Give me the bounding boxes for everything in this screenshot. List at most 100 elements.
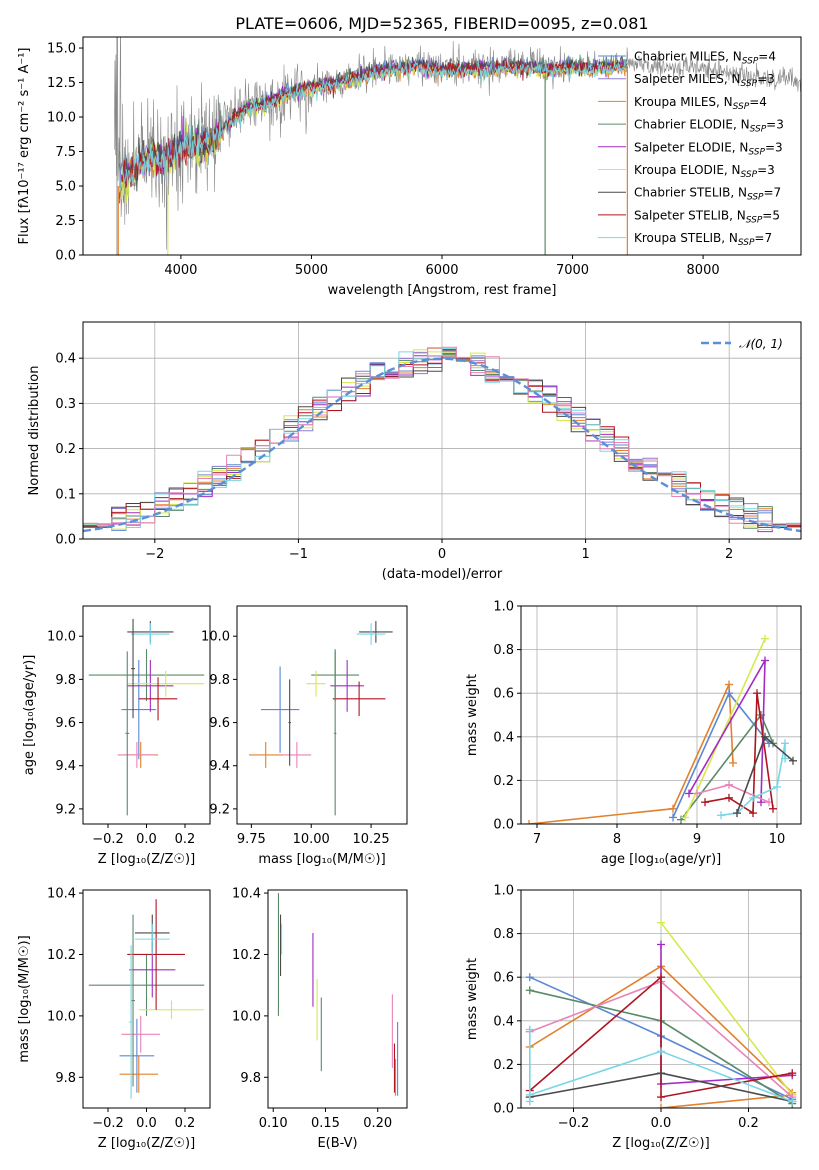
y-tick-label: 9.4 (209, 759, 230, 774)
axes-spectrum: 4000 5000 6000 7000 8000 0.0 2.5 5.0 7.5 10.0 12.5… (17, 14, 802, 298)
y-tick-label: 9.6 (55, 716, 76, 731)
histogram-kroupa-stelib (83, 347, 801, 528)
y-axis-label: Normed distribution (27, 366, 42, 496)
y-tick-label: 0.1 (55, 487, 76, 502)
chart-title: PLATE=0606, MJD=52365, FIBERID=0095, z=0… (235, 14, 648, 33)
x-tick-label: −1 (289, 547, 308, 562)
y-tick-label: 9.8 (55, 1071, 76, 1086)
weight-series (684, 638, 766, 818)
x-tick-label: 0.0 (651, 1116, 672, 1131)
weight-marker (733, 809, 741, 818)
y-axis-label: mass weight (465, 958, 480, 1040)
legend-label: Salpeter ELODIE, NSSP=3 (634, 140, 783, 157)
y-tick-label: 10.4 (232, 887, 261, 902)
x-tick-label: −2 (145, 547, 164, 562)
y-tick-label: 0.3 (55, 397, 76, 412)
error-bar-point (131, 914, 135, 1087)
weight-marker (773, 782, 781, 791)
weight-marker (669, 804, 677, 813)
x-tick-label: 4000 (164, 263, 197, 278)
y-tick-label: 0.0 (55, 533, 76, 548)
weight-marker (525, 973, 534, 982)
error-bar-point (125, 651, 130, 816)
error-bar-point (88, 954, 205, 1016)
error-bar-point (332, 681, 386, 717)
gaussian-curve (83, 357, 801, 533)
y-axis-label: age [log₁₀(age/yr)] (22, 655, 37, 776)
error-bar-point (129, 945, 134, 1099)
error-bar-point (88, 649, 205, 701)
error-bar-point (359, 621, 393, 643)
x-tick-label: 0.0 (136, 832, 157, 847)
weight-marker (657, 1069, 665, 1078)
weight-marker (717, 811, 725, 820)
plot-area (88, 618, 205, 816)
error-bar-point (282, 741, 312, 768)
y-tick-label: 10.4 (47, 887, 76, 902)
weight-marker (657, 973, 665, 982)
error-bar-point (131, 618, 135, 719)
weight-marker (749, 809, 757, 818)
error-bar-point (288, 679, 291, 766)
y-tick-label: 9.2 (55, 802, 76, 817)
error-bar-point (134, 923, 170, 955)
weight-marker (769, 804, 777, 813)
plot-area (248, 621, 393, 816)
weight-series (660, 922, 793, 1096)
y-tick-label: 9.4 (55, 759, 76, 774)
x-tick-label: 9 (693, 832, 701, 847)
weight-marker (725, 689, 733, 698)
y-tick-label: 9.8 (209, 673, 230, 688)
y-tick-label: 10.0 (47, 1009, 76, 1024)
axes-weight-vs-Z: −0.2 0.0 0.2 0.0 0.2 0.4 0.6 0.8 1.0 Z [log₁₀(Z/Z… (465, 884, 802, 1151)
weight-marker (693, 789, 701, 798)
y-tick-label: 0.4 (55, 352, 76, 367)
axes-frame (82, 605, 211, 825)
y-tick-label: 0.6 (493, 687, 514, 702)
legend-label: Chabrier MILES, NSSP=4 (634, 50, 776, 67)
y-tick-label: 10.0 (47, 630, 76, 645)
x-tick-label: 0.10 (259, 1116, 288, 1131)
x-tick-label: 7 (533, 832, 541, 847)
x-tick-label: 10.00 (293, 832, 330, 847)
error-bar-point (330, 659, 364, 712)
x-axis-label: wavelength [Angstrom, rest frame] (328, 283, 557, 298)
y-tick-label: 0.0 (55, 249, 76, 264)
y-tick-label: 0.8 (493, 927, 514, 942)
x-tick-label: 2 (725, 547, 733, 562)
weight-marker (657, 1047, 665, 1056)
plot-area (83, 346, 801, 533)
x-tick-label: 10.25 (352, 832, 389, 847)
error-bar-point (127, 899, 185, 1010)
weight-series (529, 975, 793, 1099)
x-tick-label: 7000 (556, 263, 589, 278)
weight-marker (725, 680, 733, 689)
weight-marker (525, 820, 533, 824)
error-bar-point (131, 623, 170, 645)
plot-area (277, 893, 399, 1096)
error-bar-point (119, 1018, 155, 1093)
y-tick-label: 0.4 (493, 730, 514, 745)
error-bar-point (127, 670, 205, 697)
weight-marker (781, 739, 789, 748)
x-tick-label: 9.75 (237, 832, 266, 847)
y-tick-label: 9.2 (209, 802, 230, 817)
legend-label: Kroupa ELODIE, NSSP=3 (634, 163, 775, 180)
x-tick-label: 0 (438, 547, 446, 562)
legend-label: Chabrier STELIB, NSSP=7 (634, 186, 781, 203)
axes-age-vs-mass: 9.75 10.00 10.25 9.2 9.4 9.6 9.8 10.0 mass [log₁… (201, 605, 408, 867)
error-bar-point (119, 1055, 159, 1093)
weight-marker (669, 813, 677, 822)
plot-area (525, 634, 797, 824)
y-tick-label: 1.0 (493, 884, 514, 899)
axes-frame (236, 605, 408, 825)
y-tick-label: 7.5 (55, 145, 76, 160)
y-tick-label: 0.8 (493, 643, 514, 658)
weight-marker (729, 758, 737, 767)
error-bar-point (333, 651, 337, 816)
y-tick-label: 10.2 (232, 948, 261, 963)
x-tick-label: −0.2 (92, 832, 124, 847)
axes-residuals: −2 −1 0 1 2 0.0 0.1 0.2 0.3 0.4 (data-model)/error… (27, 321, 802, 582)
y-tick-label: 2.5 (55, 214, 76, 229)
error-bar-point (121, 1015, 160, 1053)
